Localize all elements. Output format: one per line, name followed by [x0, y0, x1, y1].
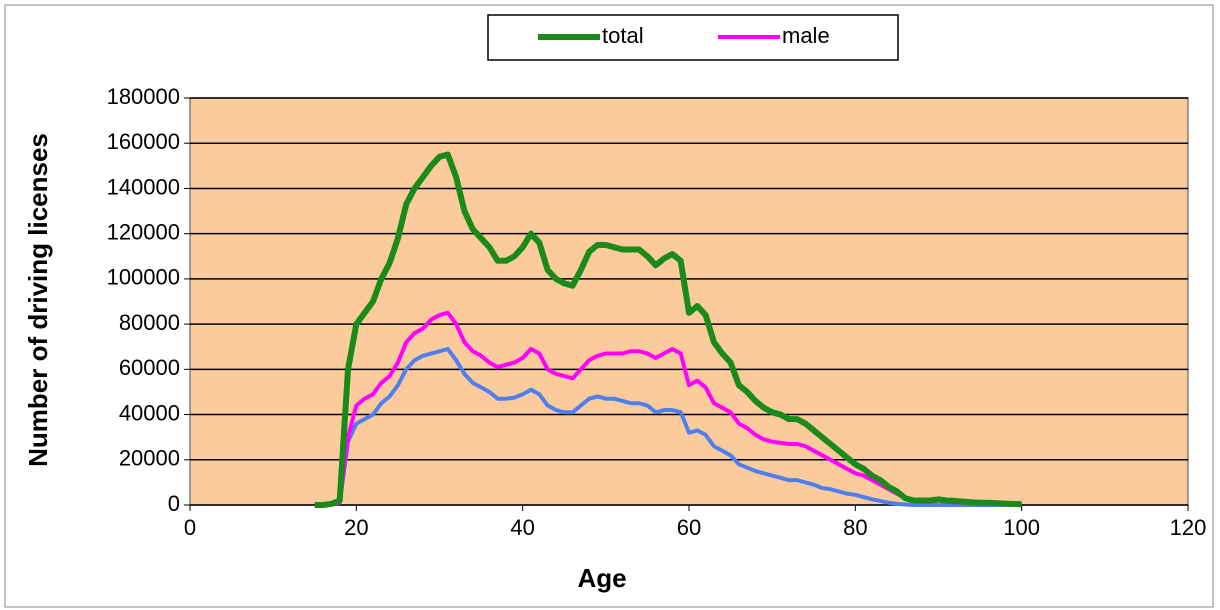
- x-tick-label: 0: [184, 515, 196, 540]
- x-tick-label: 40: [510, 515, 534, 540]
- x-tick-label: 100: [1003, 515, 1040, 540]
- y-tick-label: 120000: [107, 219, 180, 244]
- y-tick-label: 20000: [119, 446, 180, 471]
- y-tick-label: 100000: [107, 265, 180, 290]
- y-tick-label: 80000: [119, 310, 180, 335]
- legend-label: total: [602, 23, 644, 48]
- y-tick-label: 160000: [107, 129, 180, 154]
- x-axis-title: Age: [577, 563, 626, 593]
- y-tick-label: 40000: [119, 400, 180, 425]
- x-tick-label: 80: [843, 515, 867, 540]
- legend-label: male: [782, 23, 830, 48]
- x-tick-label: 20: [344, 515, 368, 540]
- x-tick-label: 120: [1170, 515, 1207, 540]
- y-axis-title: Number of driving licenses: [23, 133, 53, 467]
- line-series: [314, 346, 1022, 507]
- y-tick-label: 180000: [107, 84, 180, 109]
- y-tick-label: 140000: [107, 174, 180, 199]
- y-tick-label: 60000: [119, 355, 180, 380]
- y-tick-label: 0: [168, 491, 180, 516]
- x-tick-label: 60: [677, 515, 701, 540]
- line-series: [314, 151, 1022, 508]
